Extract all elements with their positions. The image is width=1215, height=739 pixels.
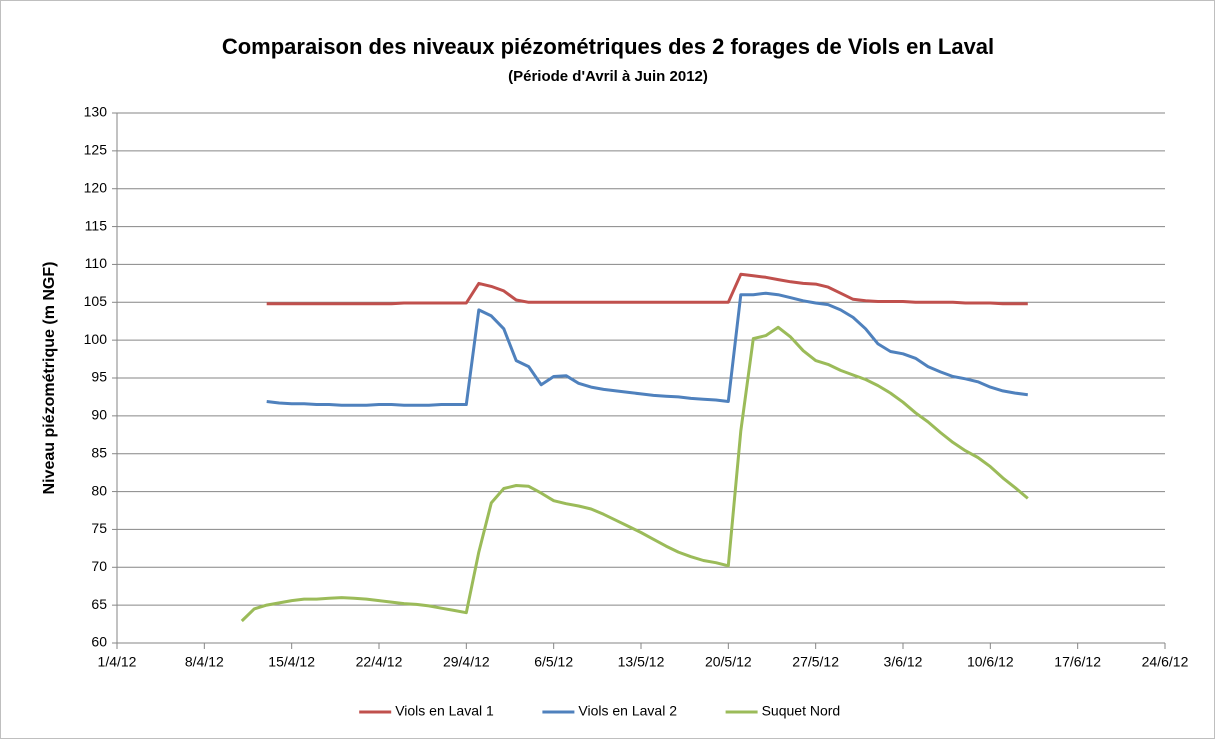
y-axis-label: Niveau piézométrique (m NGF) [41,262,58,495]
x-tick-label: 27/5/12 [792,654,839,670]
y-tick-label: 65 [91,596,107,612]
y-tick-label: 85 [91,444,107,460]
y-tick-label: 105 [84,293,108,309]
x-tick-label: 8/4/12 [185,654,224,670]
y-tick-label: 115 [85,217,108,233]
x-tick-label: 13/5/12 [618,654,665,670]
x-tick-label: 10/6/12 [967,654,1014,670]
x-tick-label: 6/5/12 [534,654,573,670]
y-tick-label: 95 [91,369,107,385]
line-series [240,325,1029,623]
x-tick-label: 15/4/12 [268,654,315,670]
x-tick-label: 17/6/12 [1054,654,1101,670]
y-tick-label: 110 [85,255,108,271]
y-tick-label: 125 [84,142,108,158]
legend-label: Viols en Laval 1 [395,703,494,719]
x-tick-label: 1/4/12 [98,654,137,670]
legend-label: Suquet Nord [762,703,841,719]
x-tick-label: 24/6/12 [1142,654,1189,670]
line-series [266,272,1028,306]
y-tick-label: 90 [91,407,107,423]
y-tick-label: 70 [91,558,107,574]
y-tick-label: 130 [84,104,108,120]
legend-label: Viols en Laval 2 [578,703,677,719]
x-tick-label: 3/6/12 [884,654,923,670]
y-tick-label: 120 [84,179,108,195]
x-tick-label: 29/4/12 [443,654,490,670]
chart-subtitle: (Période d'Avril à Juin 2012) [508,68,708,85]
chart-title: Comparaison des niveaux piézométriques d… [222,34,994,59]
x-tick-label: 20/5/12 [705,654,752,670]
line-series [266,291,1028,407]
x-tick-label: 22/4/12 [356,654,403,670]
y-tick-label: 100 [84,331,108,347]
y-tick-label: 80 [91,482,107,498]
y-tick-label: 75 [91,520,107,536]
y-tick-label: 60 [91,634,107,650]
